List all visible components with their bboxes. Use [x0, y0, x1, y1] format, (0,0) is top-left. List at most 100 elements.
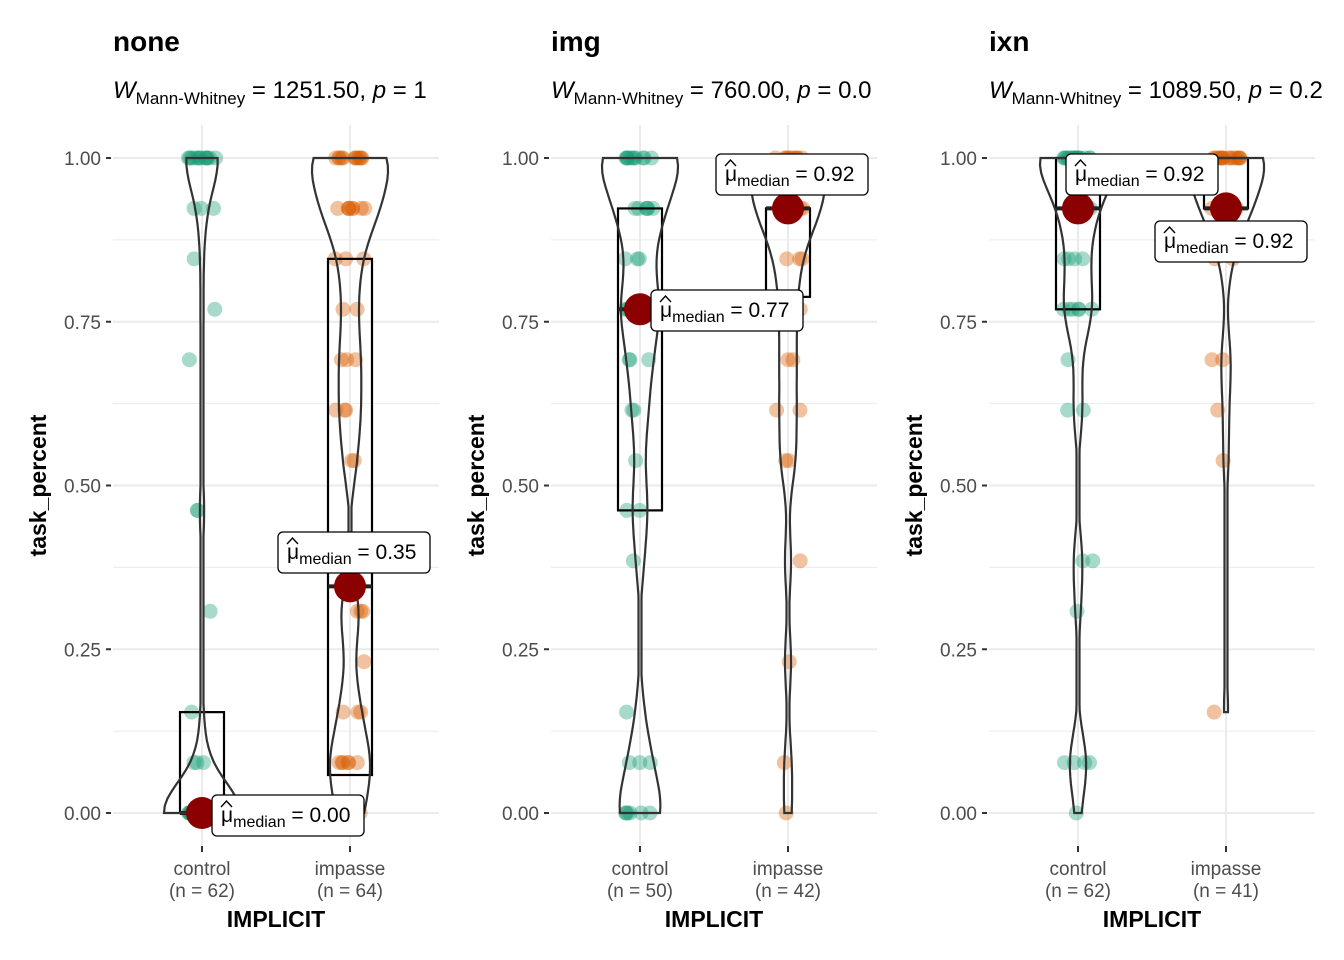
data-point: [330, 200, 346, 216]
x-axis-label: IMPLICIT: [665, 906, 763, 932]
x-axis-label: IMPLICIT: [227, 906, 325, 932]
annotation-text: μmedian = 0.92: [725, 163, 854, 190]
data-point: [353, 603, 369, 619]
data-point: [341, 200, 357, 216]
x-tick-label: impasse: [315, 859, 386, 880]
y-tick-label: 0.00: [502, 804, 539, 825]
y-tick-label: 0.50: [940, 477, 977, 498]
data-point: [345, 200, 361, 216]
panel-subtitle: WMann-Whitney = 760.00, p = 0.0: [551, 77, 871, 108]
x-tick-label: impasse: [1191, 859, 1262, 880]
data-point: [1069, 603, 1085, 619]
data-point: [333, 352, 349, 368]
subtitle-p: p: [796, 77, 810, 104]
x-tick-n-label: (n = 62): [1045, 881, 1111, 902]
panel-subtitle: WMann-Whitney = 1251.50, p = 1: [113, 77, 427, 108]
annotation-text: μmedian = 0.00: [221, 804, 350, 831]
panel-title: none: [113, 26, 180, 57]
subtitle-rest: = 1089.50,: [1121, 77, 1248, 104]
data-point: [340, 200, 356, 216]
violin: [162, 156, 242, 815]
data-point: [1206, 704, 1222, 720]
annotation-hat: [1074, 158, 1087, 167]
annotation-sub: median: [1087, 173, 1139, 190]
data-point: [1057, 755, 1073, 771]
data-point: [337, 402, 353, 418]
data-point: [1204, 352, 1220, 368]
annotation-value: = 0.92: [1140, 163, 1205, 186]
data-point: [632, 755, 648, 771]
subtitle-w: W: [113, 77, 138, 104]
data-point: [186, 755, 202, 771]
annotation-mu: μ: [660, 299, 672, 322]
data-point: [779, 251, 795, 267]
box: [326, 257, 374, 777]
median-annotation: μmedian = 0.00: [211, 794, 365, 837]
data-point: [195, 755, 211, 771]
median-annotation: μmedian = 0.35: [277, 531, 431, 574]
data-point: [186, 251, 202, 267]
annotation-mu: μ: [221, 804, 233, 827]
y-tick-label: 0.00: [64, 804, 101, 825]
annotation-hat: [286, 536, 299, 545]
data-point: [345, 200, 361, 216]
panel-title: ixn: [989, 26, 1029, 57]
annotation-hat: [659, 294, 672, 303]
subtitle-rest: = 1251.50,: [245, 77, 372, 104]
y-tick-label: 0.25: [940, 640, 977, 661]
data-point: [1067, 251, 1083, 267]
data-point: [631, 251, 647, 267]
subtitle-w: W: [989, 77, 1014, 104]
panel-img: img WMann-Whitney = 760.00, p = 0.0 0.00 0.…: [463, 26, 877, 932]
median-annotation: μmedian = 0.92: [1065, 153, 1219, 196]
y-tick-label: 1.00: [940, 149, 977, 170]
data-point: [349, 755, 365, 771]
annotation-text: μmedian = 0.92: [1164, 230, 1293, 257]
data-point: [190, 502, 206, 518]
annotation-mu: μ: [1164, 230, 1176, 253]
y-axis-label: task_percent: [463, 414, 489, 556]
data-point: [189, 755, 205, 771]
annotation-sub: median: [233, 814, 285, 831]
annotation-text: μmedian = 0.77: [660, 299, 789, 326]
annotation-sub: median: [299, 551, 351, 568]
y-axis-label: task_percent: [25, 414, 51, 556]
data-point: [617, 251, 633, 267]
annotation-sub: median: [1176, 240, 1228, 257]
data-point: [334, 755, 350, 771]
data-point: [1060, 402, 1076, 418]
data-point: [349, 301, 365, 317]
data-point: [1075, 251, 1091, 267]
panel-none: none WMann-Whitney = 1251.50, p = 1 0.00 0.…: [25, 26, 439, 932]
annotation-mu: μ: [287, 541, 299, 564]
x-tick-label: impasse: [753, 859, 824, 880]
data-point: [1215, 352, 1231, 368]
median-annotation: μmedian = 0.92: [1154, 220, 1308, 263]
subtitle-sub: Mann-Whitney: [1012, 89, 1122, 108]
annotation-value: = 0.92: [790, 163, 855, 186]
data-point: [202, 603, 218, 619]
subtitle-prest: = 0.0: [811, 77, 872, 104]
data-point: [628, 453, 644, 469]
median-point: [334, 570, 366, 603]
subtitle-sub: Mann-Whitney: [136, 89, 246, 108]
subtitle-prest: = 1: [386, 77, 427, 104]
data-point: [780, 352, 796, 368]
violin: [1038, 156, 1118, 815]
x-tick-label: control: [173, 859, 230, 880]
subtitle-w: W: [551, 77, 576, 104]
data-point: [190, 502, 206, 518]
y-tick-label: 0.25: [502, 640, 539, 661]
subtitle-p: p: [372, 77, 386, 104]
annotation-mu: μ: [1075, 163, 1087, 186]
data-point: [353, 704, 369, 720]
subtitle-prest: = 0.2: [1262, 77, 1323, 104]
data-point: [625, 553, 641, 569]
data-point: [338, 402, 354, 418]
subtitle-sub: Mann-Whitney: [574, 89, 684, 108]
y-tick-label: 1.00: [64, 149, 101, 170]
x-tick-n-label: (n = 41): [1193, 881, 1259, 902]
data-point: [207, 301, 223, 317]
violin: [600, 156, 680, 815]
annotation-hat: [220, 799, 233, 808]
